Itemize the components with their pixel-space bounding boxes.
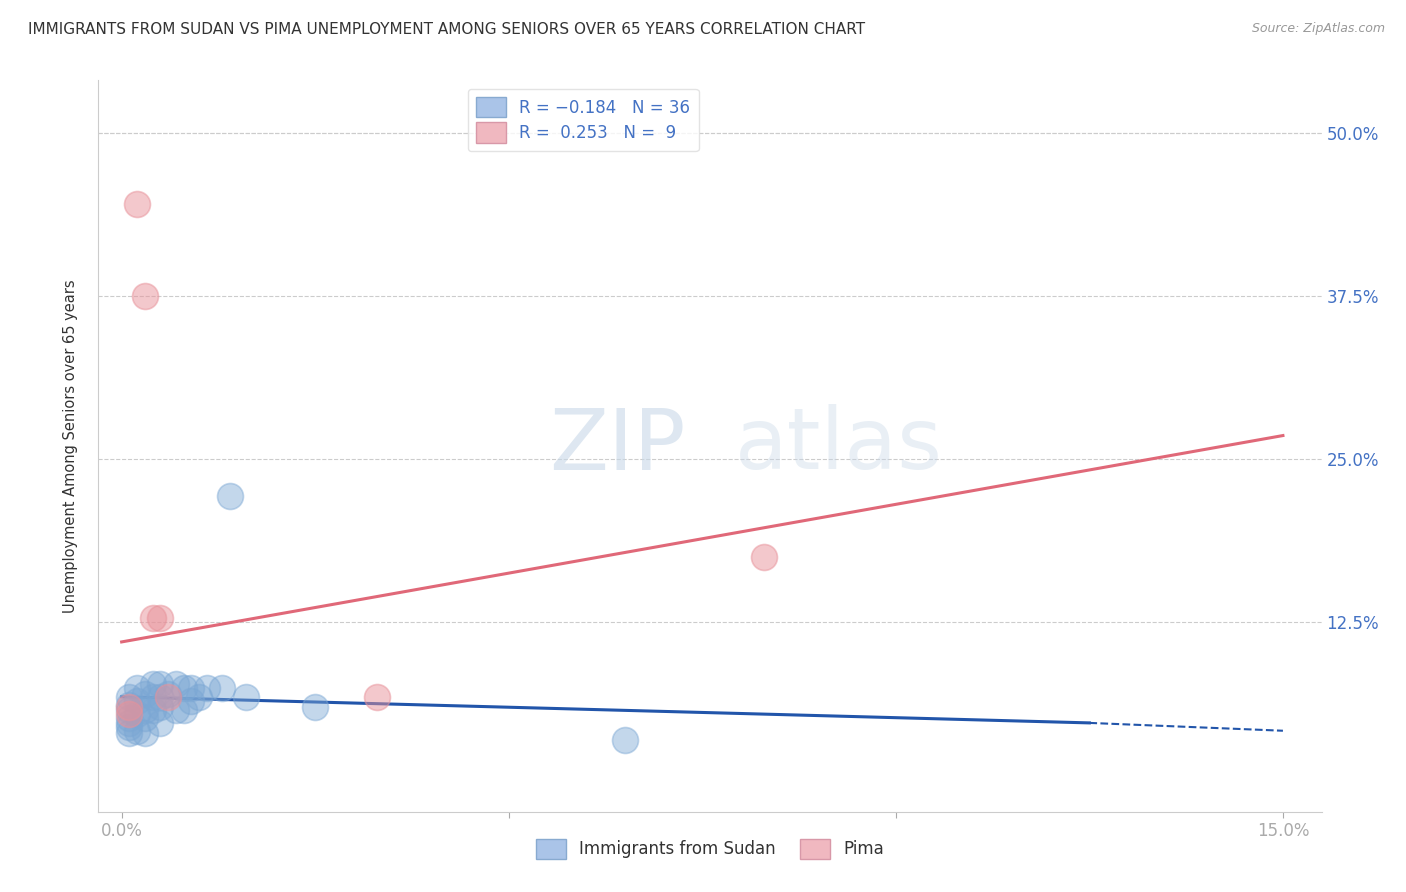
Point: [127, 694, 149, 708]
Point: [157, 690, 180, 704]
Point: [754, 549, 776, 564]
Point: [127, 723, 149, 738]
Point: [118, 726, 141, 740]
Point: [173, 681, 195, 695]
Point: [211, 681, 233, 695]
Point: [118, 711, 141, 725]
Text: ZIP: ZIP: [550, 404, 686, 488]
Point: [118, 703, 141, 717]
Point: [149, 700, 172, 714]
Text: Source: ZipAtlas.com: Source: ZipAtlas.com: [1251, 22, 1385, 36]
Point: [165, 676, 187, 690]
Point: [157, 687, 180, 701]
Point: [118, 690, 141, 704]
Point: [149, 715, 172, 730]
Point: [235, 690, 257, 704]
Y-axis label: Unemployment Among Seniors over 65 years: Unemployment Among Seniors over 65 years: [63, 279, 77, 613]
Point: [149, 690, 172, 704]
Text: IMMIGRANTS FROM SUDAN VS PIMA UNEMPLOYMENT AMONG SENIORS OVER 65 YEARS CORRELATI: IMMIGRANTS FROM SUDAN VS PIMA UNEMPLOYME…: [28, 22, 865, 37]
Point: [118, 720, 141, 734]
Point: [188, 690, 211, 704]
Point: [304, 700, 326, 714]
Point: [127, 706, 149, 721]
Point: [118, 715, 141, 730]
Point: [134, 289, 156, 303]
Point: [134, 687, 156, 701]
Point: [195, 681, 218, 695]
Point: [118, 698, 141, 712]
Point: [118, 706, 141, 721]
Point: [142, 690, 165, 704]
Point: [180, 694, 202, 708]
Text: atlas: atlas: [734, 404, 942, 488]
Point: [134, 703, 156, 717]
Point: [118, 700, 141, 714]
Point: [127, 681, 149, 695]
Point: [219, 489, 242, 503]
Point: [366, 690, 388, 704]
Point: [134, 711, 156, 725]
Point: [613, 732, 636, 747]
Point: [134, 726, 156, 740]
Point: [165, 703, 187, 717]
Point: [142, 703, 165, 717]
Point: [149, 676, 172, 690]
Point: [180, 681, 202, 695]
Legend: Immigrants from Sudan, Pima: Immigrants from Sudan, Pima: [529, 832, 891, 865]
Point: [127, 197, 149, 211]
Point: [142, 676, 165, 690]
Point: [149, 611, 172, 625]
Point: [173, 703, 195, 717]
Point: [142, 611, 165, 625]
